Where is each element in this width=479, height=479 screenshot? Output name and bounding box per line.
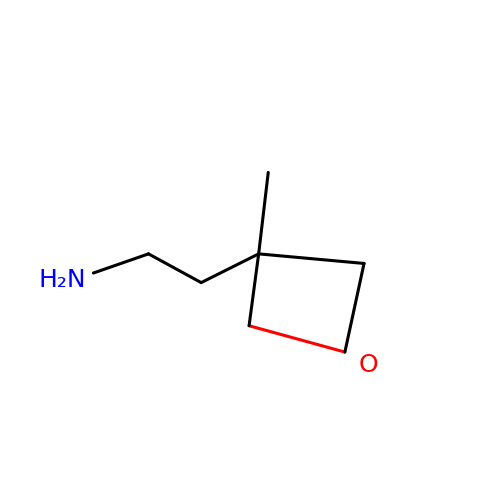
Text: O: O (359, 353, 378, 377)
Text: H₂N: H₂N (38, 268, 86, 292)
